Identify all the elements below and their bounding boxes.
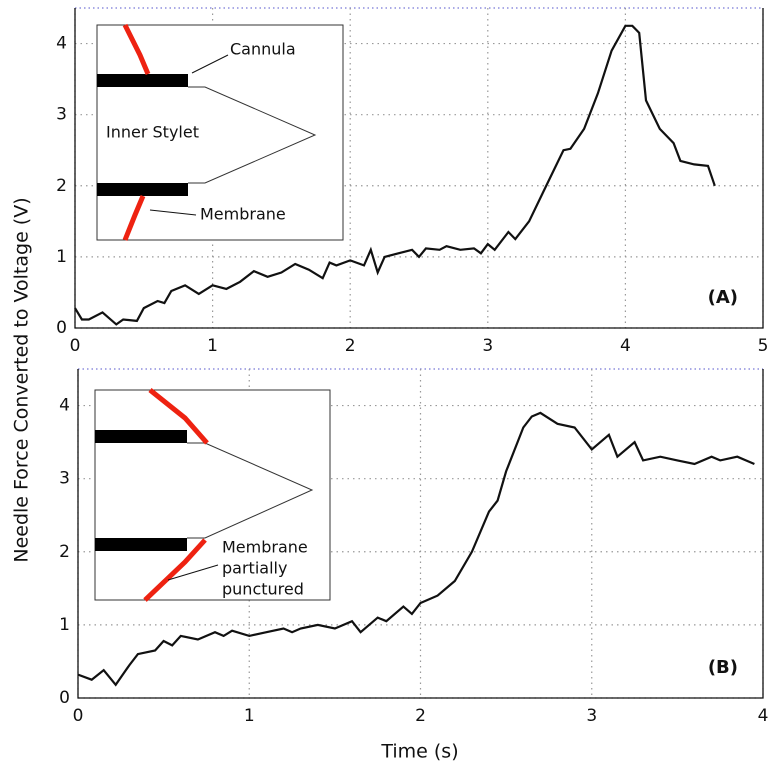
annotation: Membrane [200,205,286,224]
cannula [97,74,188,87]
cannula [95,430,187,443]
stylet [188,86,317,184]
y-tick-label: 0 [56,318,67,338]
membrane [148,388,209,445]
y-tick-label: 1 [59,615,70,635]
y-tick-label: 2 [59,542,70,562]
cannula [97,183,188,196]
x-tick-label: 4 [758,706,769,726]
x-tick-label: 3 [586,706,597,726]
data-line [77,411,755,687]
y-tick-label: 1 [56,247,67,267]
inset-frame [94,389,331,601]
membrane [122,195,146,241]
x-tick-label: 0 [70,336,81,356]
y-tick-label: 4 [59,396,70,416]
x-axis-label: Time (s) [380,741,458,763]
axes [77,369,764,699]
cannula [95,538,187,551]
arrow [191,54,229,74]
x-tick-label: 4 [620,336,631,356]
annotation: Cannula [230,40,296,59]
x-tick-label: 2 [415,706,426,726]
panel-label: (A) [708,287,738,308]
x-tick-label: 2 [345,336,356,356]
annotation: punctured [222,580,304,599]
x-tick-label: 1 [207,336,218,356]
inset-a: Cannula Inner Stylet Membrane [96,23,344,241]
x-tick-label: 3 [482,336,493,356]
y-tick-label: 0 [59,688,70,708]
y-tick-label: 2 [56,176,67,196]
x-tick-label: 0 [73,706,84,726]
y-tick-label: 3 [56,105,67,125]
annotation: Inner Stylet [106,123,199,142]
membrane [143,538,207,602]
panel-label: (B) [708,657,738,678]
y-tick-label: 4 [56,34,67,54]
stylet [187,442,314,539]
data-line [74,24,716,326]
inset-b: Membrane partially punctured [94,388,331,602]
x-tick-label: 5 [758,336,769,356]
x-tick-label: 1 [244,706,255,726]
arrow [167,564,219,581]
annotation: partially [222,559,287,578]
y-tick-label: 3 [59,469,70,489]
axes [74,8,764,329]
annotation: Membrane [222,538,308,557]
membrane [122,23,151,75]
arrow [149,209,197,216]
y-axis-label: Needle Force Converted to Voltage (V) [11,197,33,562]
